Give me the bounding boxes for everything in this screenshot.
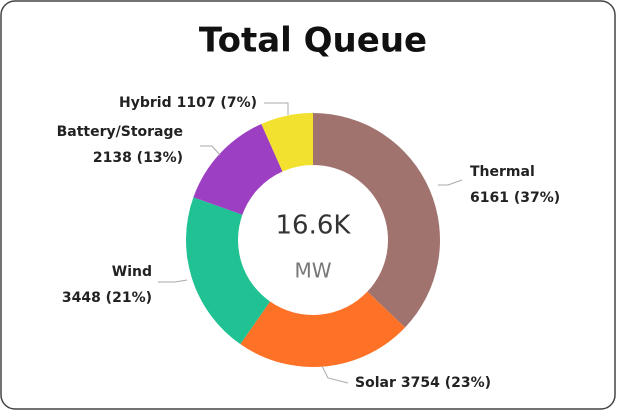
slice-label: Battery/Storage — [57, 124, 183, 140]
center-unit: MW — [294, 259, 331, 283]
center-label: 16.6K — [276, 211, 352, 241]
slice-value: 6161 (37%) — [470, 190, 560, 206]
donut-slice — [240, 291, 406, 367]
donut-slice — [186, 197, 271, 345]
leader-line — [438, 179, 463, 186]
leader-line — [321, 365, 349, 384]
donut-slice — [193, 123, 283, 215]
slice-label-group: Hybrid 1107 (7%) — [119, 95, 257, 111]
donut-slice — [313, 113, 440, 328]
slice-label: Hybrid — [119, 95, 172, 111]
leader-line — [264, 102, 289, 115]
leader-line — [200, 145, 221, 156]
slice-label: Solar — [355, 375, 396, 391]
slice-value: 1107 (7%) — [177, 95, 257, 111]
slice-label: Thermal — [470, 164, 535, 180]
slice-label-group: Solar 3754 (23%) — [355, 375, 491, 391]
slice-value: 3448 (21%) — [62, 290, 152, 306]
slice-value: 2138 (13%) — [93, 150, 183, 166]
donut-slice — [261, 113, 313, 172]
leader-line — [158, 279, 188, 283]
chart-title: Total Queue — [199, 21, 427, 61]
slice-value: 3754 (23%) — [401, 375, 491, 391]
slice-label: Wind — [112, 264, 152, 280]
